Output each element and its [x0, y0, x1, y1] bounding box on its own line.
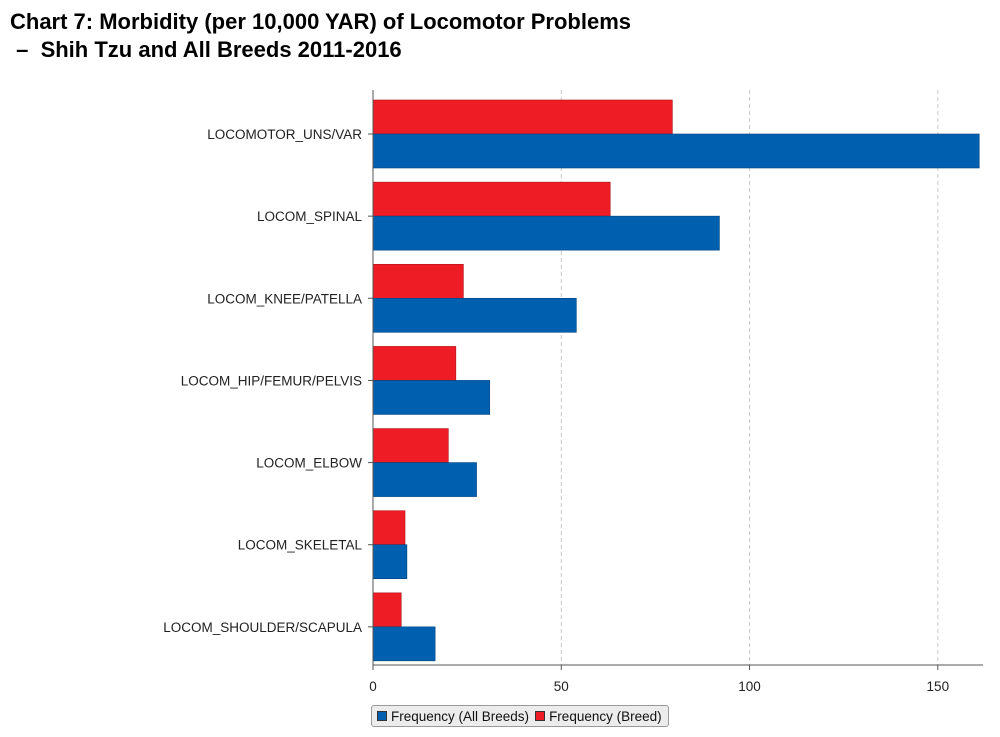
- x-tick-label-50: 50: [554, 679, 569, 694]
- x-tick-label-100: 100: [738, 679, 761, 694]
- bar-all-breeds-0: [372, 133, 980, 169]
- category-label-2: LOCOM_KNEE/PATELLA: [207, 291, 362, 306]
- bar-breed-2: [372, 263, 464, 299]
- legend-swatch-breed: [535, 711, 546, 721]
- bar-all-breeds-4: [372, 462, 477, 497]
- bar-all-breeds-2: [372, 297, 577, 333]
- bar-all-breeds-6: [372, 626, 436, 662]
- x-tick-label-150: 150: [927, 679, 950, 694]
- chart-title-line-1: Chart 7: Morbidity (per 10,000 YAR) of L…: [10, 9, 632, 34]
- chart-title: Chart 7: Morbidity (per 10,000 YAR) of L…: [10, 8, 631, 64]
- bar-breed-3: [372, 346, 457, 381]
- category-label-5: LOCOM_SKELETAL: [238, 538, 363, 553]
- bar-breed-4: [372, 428, 449, 463]
- legend-item-breed: Frequency (Breed): [535, 709, 662, 724]
- bar-breed-1: [372, 181, 611, 217]
- category-label-1: LOCOM_SPINAL: [257, 209, 363, 224]
- legend-swatch-all-breeds: [377, 711, 387, 721]
- category-label-4: LOCOM_ELBOW: [256, 456, 362, 471]
- category-label-3: LOCOM_HIP/FEMUR/PELVIS: [181, 373, 362, 388]
- category-label-6: LOCOM_SHOULDER/SCAPULA: [163, 620, 362, 635]
- chart-title-line-2: – Shih Tzu and All Breeds 2011-2016: [10, 37, 402, 62]
- bar-breed-6: [372, 592, 402, 628]
- bar-all-breeds-5: [372, 544, 408, 580]
- bar-all-breeds-1: [372, 215, 720, 251]
- chart-legend: Frequency (All Breeds) Frequency (Breed): [371, 705, 669, 727]
- bar-breed-5: [372, 510, 406, 546]
- legend-label-breed: Frequency (Breed): [549, 708, 662, 724]
- bar-breed-0: [372, 99, 673, 135]
- x-tick-label-0: 0: [369, 679, 377, 694]
- legend-item-all-breeds: Frequency (All Breeds): [377, 709, 529, 724]
- category-label-0: LOCOMOTOR_UNS/VAR: [207, 127, 362, 142]
- bar-all-breeds-3: [372, 380, 491, 415]
- legend-label-all-breeds: Frequency (All Breeds): [391, 708, 530, 724]
- plot-area: [373, 90, 983, 665]
